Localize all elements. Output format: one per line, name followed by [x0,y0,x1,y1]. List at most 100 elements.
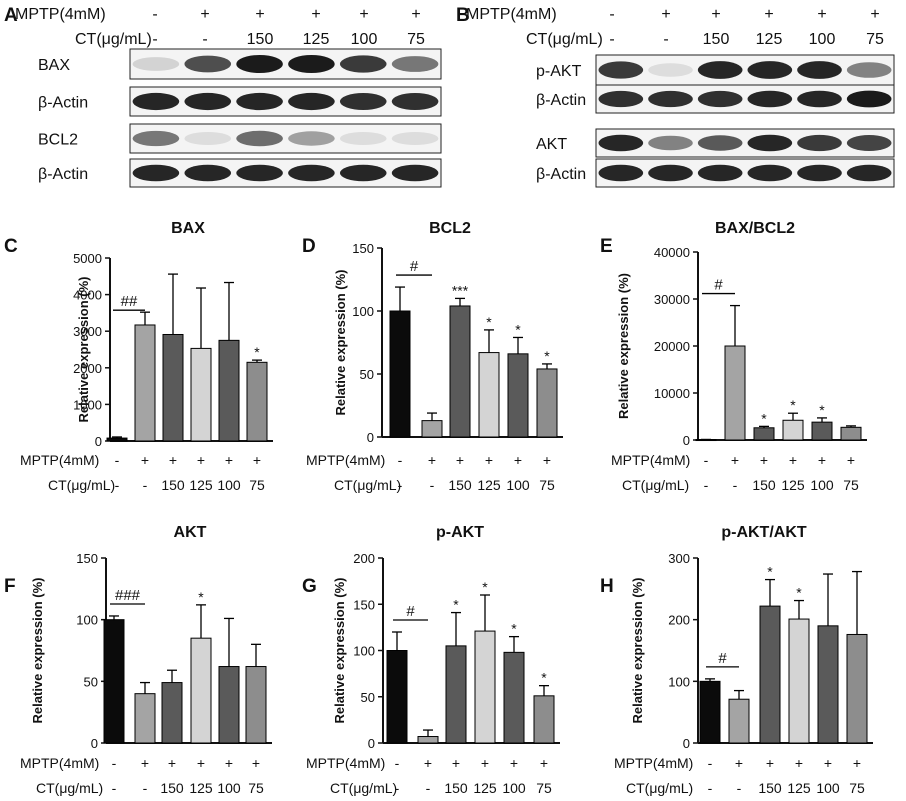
blot-band [184,92,232,111]
bar [134,324,156,442]
mptp-mark: + [853,755,861,771]
panel-letter: D [302,236,316,257]
blot-band [339,55,387,73]
y-tick-label: 150 [352,241,374,256]
mptp-mark: + [141,452,149,468]
blot-band [697,135,743,151]
mptp-mark: + [711,6,720,23]
ct-mark: 150 [758,780,782,796]
ct-label: CT(μg/mL) [36,780,103,796]
bar [507,353,529,438]
blot-band [797,134,842,152]
ct-mark: 150 [444,780,468,796]
bar [788,618,810,744]
blot-membrane [129,48,442,80]
mptp-mark: + [481,755,489,771]
ct-mark: 125 [189,477,213,493]
y-tick-label: 4000 [73,288,102,303]
blot-band [339,164,387,182]
mptp-mark: - [152,6,157,23]
blot-row-label: β-Actin [38,95,88,112]
bar [445,645,467,744]
bar [699,680,721,744]
bar [753,427,775,441]
hash-marker: ## [121,293,138,310]
blot-band [236,92,283,111]
mptp-mark: + [169,452,177,468]
blot-band [648,63,693,77]
mptp-mark: - [395,755,400,771]
ct-mark: 125 [189,780,213,796]
y-tick-label: 1000 [73,397,102,412]
mptp-mark: + [456,452,464,468]
y-tick-label: 50 [84,674,98,689]
y-tick-label: 100 [668,674,690,689]
mptp-mark: + [514,452,522,468]
significance-star: * [819,402,825,418]
y-tick-label: 150 [353,597,375,612]
hash-marker: # [718,650,727,667]
blot-band [236,164,283,182]
bar [536,368,558,438]
ct-mark: 125 [477,477,501,493]
ct-mark: - [395,780,400,796]
blot-row: p-AKT [536,54,895,86]
panel-letter: C [4,236,18,257]
y-axis-label: Relative expression (%) [333,270,348,416]
bar [474,630,496,744]
blot-band [132,92,180,111]
mptp-label: MPTP(4mM) [20,452,99,468]
mptp-mark: + [225,452,233,468]
blot-band [846,90,892,108]
mptp-mark: + [411,6,420,23]
ct-mark: 125 [787,780,811,796]
y-tick-label: 40000 [654,245,690,260]
bar [421,420,443,438]
ct-mark: 150 [448,477,472,493]
significance-star: * [511,621,517,637]
chart-title: AKT [174,524,207,541]
blot-band [747,134,793,152]
mptp-label: MPTP(4mM) [306,755,385,771]
significance-star: * [453,597,459,613]
y-axis-label: Relative expression (%) [616,273,631,419]
mptp-mark: + [485,452,493,468]
y-tick-label: 20000 [654,339,690,354]
ct-label: CT(μg/mL) [526,31,603,48]
chart-title: p-AKT [436,524,484,541]
ct-mark: 75 [407,31,425,48]
bar [846,633,868,744]
blot-band [339,93,387,110]
significance-star: * [254,344,260,360]
mptp-mark: + [197,452,205,468]
mptp-mark: + [789,452,797,468]
bar [134,693,156,744]
blot-row-label: β-Actin [38,166,88,183]
mptp-mark: + [311,6,320,23]
blot-band [184,164,232,182]
blot-band [132,164,180,182]
ct-mark: 150 [161,477,185,493]
blot-band [184,132,232,145]
bar [103,619,125,744]
ct-mark: 75 [536,780,552,796]
blot-row-label: β-Actin [536,92,586,109]
ct-label: CT(μg/mL) [334,477,401,493]
y-axis-label: Relative expression (%) [30,578,45,724]
ct-mark: 100 [810,477,834,493]
mptp-mark: + [168,755,176,771]
blot-band [697,164,743,182]
y-tick-label: 2000 [73,361,102,376]
blot-band [747,61,793,79]
mptp-label: MPTP(4mM) [466,6,557,23]
ct-mark: - [737,780,742,796]
ct-mark: 100 [809,31,836,48]
blot-band [288,92,335,111]
blot-membrane [129,158,442,188]
mptp-mark: - [112,755,117,771]
bar [106,437,128,442]
blot-band [236,55,283,73]
mptp-mark: + [661,6,670,23]
